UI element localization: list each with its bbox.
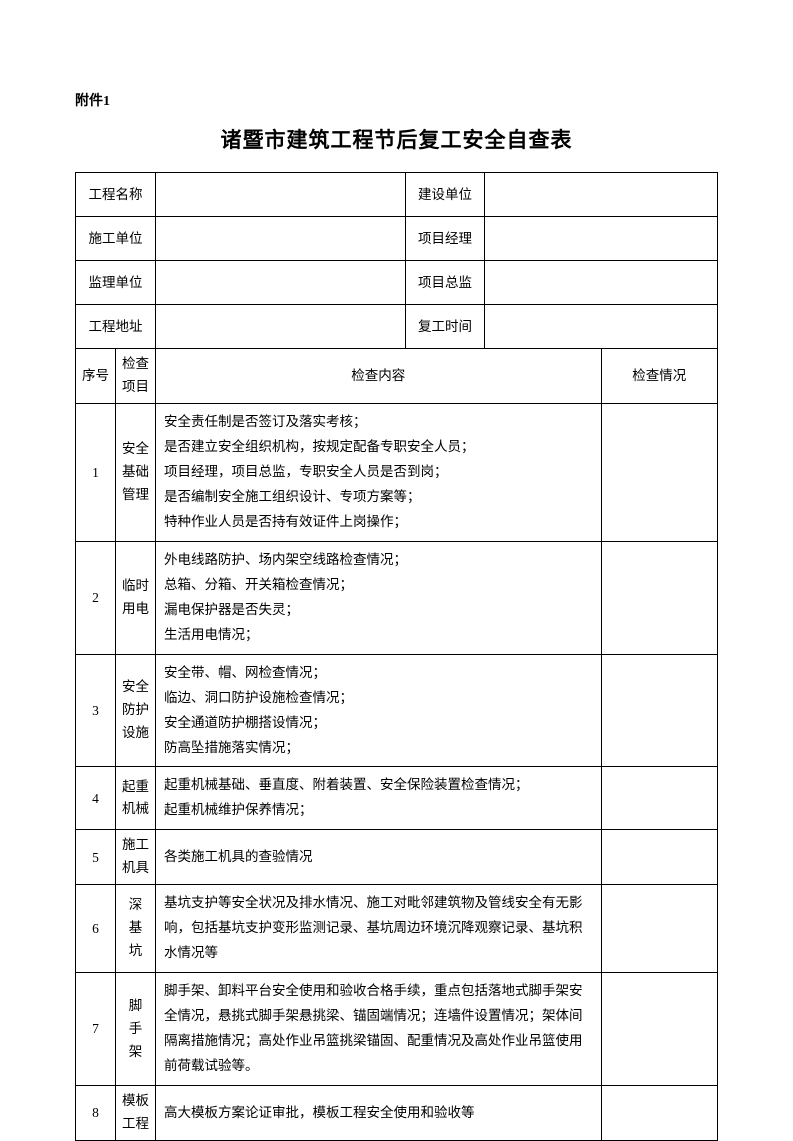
row-item: 安全防护设施 — [116, 654, 156, 767]
info-value-construction-unit — [485, 173, 718, 217]
row-item: 深基坑 — [116, 885, 156, 973]
table-row: 5 施工机具 各类施工机具的查验情况 — [76, 830, 718, 885]
row-status — [601, 1086, 718, 1141]
row-content: 脚手架、卸料平台安全使用和验收合格手续，重点包括落地式脚手架安全情况，悬挑式脚手… — [156, 973, 602, 1086]
table-row: 6 深基坑 基坑支护等安全状况及排水情况、施工对毗邻建筑物及管线安全有无影响，包… — [76, 885, 718, 973]
info-value-resume-time — [485, 305, 718, 349]
info-label-project-name: 工程名称 — [76, 173, 156, 217]
row-item: 施工机具 — [116, 830, 156, 885]
row-status — [601, 403, 718, 541]
header-content: 检查内容 — [156, 349, 602, 404]
row-seq: 4 — [76, 767, 116, 830]
row-item: 临时用电 — [116, 541, 156, 654]
table-header-row: 序号 检查项目 检查内容 检查情况 — [76, 349, 718, 404]
row-status — [601, 885, 718, 973]
row-seq: 1 — [76, 403, 116, 541]
row-status — [601, 541, 718, 654]
row-item: 起重机械 — [116, 767, 156, 830]
info-label-project-manager: 项目经理 — [406, 217, 485, 261]
info-value-project-manager — [485, 217, 718, 261]
info-row-1: 工程名称 建设单位 — [76, 173, 718, 217]
info-value-project-name — [156, 173, 406, 217]
info-label-construction-unit: 建设单位 — [406, 173, 485, 217]
row-content: 各类施工机具的查验情况 — [156, 830, 602, 885]
row-seq: 8 — [76, 1086, 116, 1141]
table-row: 2 临时用电 外电线路防护、场内架空线路检查情况；总箱、分箱、开关箱检查情况；漏… — [76, 541, 718, 654]
row-status — [601, 767, 718, 830]
table-row: 8 模板工程 高大模板方案论证审批，模板工程安全使用和验收等 — [76, 1086, 718, 1141]
table-row: 7 脚手架 脚手架、卸料平台安全使用和验收合格手续，重点包括落地式脚手架安全情况… — [76, 973, 718, 1086]
info-value-address — [156, 305, 406, 349]
row-content: 安全带、帽、网检查情况；临边、洞口防护设施检查情况；安全通道防护棚搭设情况；防高… — [156, 654, 602, 767]
row-content: 安全责任制是否签订及落实考核；是否建立安全组织机构，按规定配备专职安全人员；项目… — [156, 403, 602, 541]
info-row-4: 工程地址 复工时间 — [76, 305, 718, 349]
row-status — [601, 973, 718, 1086]
info-row-3: 监理单位 项目总监 — [76, 261, 718, 305]
row-status — [601, 654, 718, 767]
page-title: 诸暨市建筑工程节后复工安全自查表 — [75, 124, 718, 154]
header-item: 检查项目 — [116, 349, 156, 404]
row-item: 脚手架 — [116, 973, 156, 1086]
info-row-2: 施工单位 项目经理 — [76, 217, 718, 261]
info-label-address: 工程地址 — [76, 305, 156, 349]
header-seq: 序号 — [76, 349, 116, 404]
table-row: 1 安全基础管理 安全责任制是否签订及落实考核；是否建立安全组织机构，按规定配备… — [76, 403, 718, 541]
row-content: 外电线路防护、场内架空线路检查情况；总箱、分箱、开关箱检查情况；漏电保护器是否失… — [156, 541, 602, 654]
inspection-table: 工程名称 建设单位 施工单位 项目经理 监理单位 项目总监 工程地址 复工时间 … — [75, 172, 718, 1141]
row-content: 高大模板方案论证审批，模板工程安全使用和验收等 — [156, 1086, 602, 1141]
info-value-project-director — [485, 261, 718, 305]
attachment-label: 附件1 — [75, 90, 718, 110]
info-value-supervisor — [156, 261, 406, 305]
row-item: 安全基础管理 — [116, 403, 156, 541]
row-content: 基坑支护等安全状况及排水情况、施工对毗邻建筑物及管线安全有无影响，包括基坑支护变… — [156, 885, 602, 973]
info-label-project-director: 项目总监 — [406, 261, 485, 305]
row-seq: 3 — [76, 654, 116, 767]
info-label-resume-time: 复工时间 — [406, 305, 485, 349]
row-seq: 6 — [76, 885, 116, 973]
header-status: 检查情况 — [601, 349, 718, 404]
row-seq: 2 — [76, 541, 116, 654]
info-value-contractor — [156, 217, 406, 261]
row-seq: 5 — [76, 830, 116, 885]
table-row: 4 起重机械 起重机械基础、垂直度、附着装置、安全保险装置检查情况；起重机械维护… — [76, 767, 718, 830]
info-label-supervisor: 监理单位 — [76, 261, 156, 305]
row-seq: 7 — [76, 973, 116, 1086]
table-row: 3 安全防护设施 安全带、帽、网检查情况；临边、洞口防护设施检查情况；安全通道防… — [76, 654, 718, 767]
row-status — [601, 830, 718, 885]
row-content: 起重机械基础、垂直度、附着装置、安全保险装置检查情况；起重机械维护保养情况； — [156, 767, 602, 830]
row-item: 模板工程 — [116, 1086, 156, 1141]
info-label-contractor: 施工单位 — [76, 217, 156, 261]
